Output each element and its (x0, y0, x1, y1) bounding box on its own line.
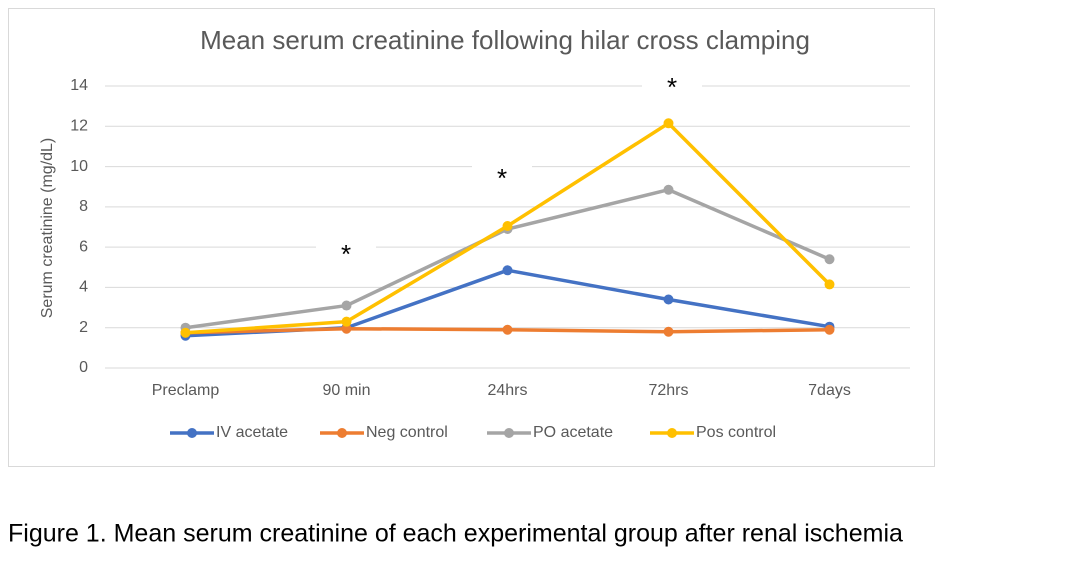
y-tick-label: 2 (79, 319, 88, 336)
point (341, 323, 352, 334)
caption: Figure 1. Mean serum creatinine of each … (8, 520, 903, 548)
y-tick-label: 10 (70, 158, 88, 175)
y-tick-label: 6 (79, 238, 88, 255)
annotation-bg (642, 73, 702, 97)
point (824, 279, 835, 290)
y-tick-label: 8 (79, 198, 88, 215)
legend-marker (667, 428, 677, 438)
point (824, 254, 835, 265)
x-tick-label: 90 min (322, 382, 370, 399)
annotation-bg (472, 164, 532, 188)
point (663, 118, 674, 129)
x-tick-label: 7days (808, 382, 851, 399)
annotation: * (497, 163, 507, 193)
annotation: * (667, 72, 677, 102)
y-tick-label: 14 (70, 77, 88, 94)
legend-marker (187, 428, 197, 438)
chart-title: Mean serum creatinine following hilar cr… (200, 25, 810, 55)
y-tick-label: 4 (79, 279, 88, 296)
point (663, 294, 674, 305)
x-tick-label: Preclamp (152, 382, 220, 399)
point (180, 327, 191, 338)
point (663, 326, 674, 337)
x-tick-label: 72hrs (648, 382, 688, 399)
legend-marker (337, 428, 347, 438)
point (341, 316, 352, 327)
legend-marker (504, 428, 514, 438)
x-tick-label: 24hrs (487, 382, 527, 399)
y-tick-label: 12 (70, 118, 88, 135)
y-tick-label: 0 (79, 359, 88, 376)
point (502, 265, 513, 276)
legend-label: Neg control (366, 424, 448, 441)
y-axis-title: Serum creatinine (mg/dL) (39, 138, 56, 319)
point (824, 324, 835, 335)
legend-label: Pos control (696, 424, 776, 441)
point (663, 184, 674, 195)
annotation: * (341, 239, 351, 269)
legend-label: IV acetate (216, 424, 288, 441)
point (502, 324, 513, 335)
annotation-bg (316, 240, 376, 264)
legend-label: PO acetate (533, 424, 613, 441)
chart-frame (8, 8, 935, 467)
point (341, 300, 352, 311)
point (502, 220, 513, 231)
